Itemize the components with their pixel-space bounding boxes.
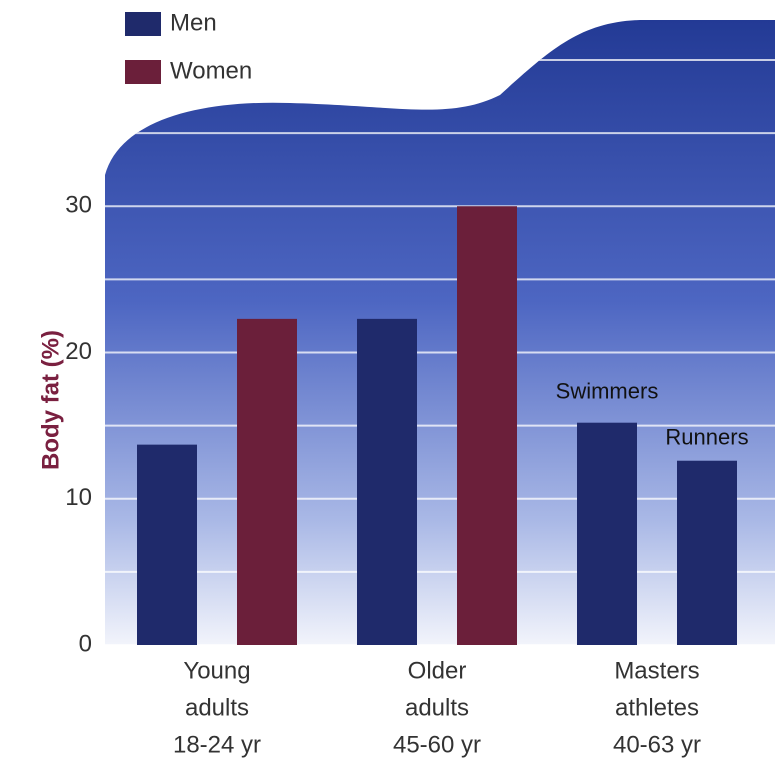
x-tick-label: adults: [185, 694, 249, 721]
bar: [357, 318, 417, 645]
bar: [577, 422, 637, 645]
y-tick-label: 10: [65, 484, 92, 511]
x-tick-label: 45-60 yr: [393, 731, 481, 758]
x-tick-label: Masters: [614, 657, 699, 684]
y-tick-label: 30: [65, 192, 92, 219]
bar: [237, 318, 297, 645]
y-tick-label: 0: [79, 630, 92, 657]
grid: [105, 59, 775, 645]
y-axis-label: Body fat (%): [37, 330, 64, 470]
bar: [137, 444, 197, 645]
legend-label: Women: [170, 57, 252, 84]
bar: [457, 206, 517, 645]
legend-label: Men: [170, 9, 217, 36]
plot-background: [105, 20, 775, 645]
x-tick-label: 18-24 yr: [173, 731, 261, 758]
x-tick-label: athletes: [615, 694, 699, 721]
x-tick-label: adults: [405, 694, 469, 721]
legend-swatch: [125, 12, 161, 36]
y-tick-label: 20: [65, 338, 92, 365]
legend-swatch: [125, 60, 161, 84]
bar-label: Swimmers: [556, 379, 659, 404]
bar-label: Runners: [665, 425, 748, 450]
x-tick-label: 40-63 yr: [613, 731, 701, 758]
x-tick-label: Older: [408, 657, 467, 684]
bar: [677, 460, 737, 645]
x-tick-label: Young: [183, 657, 250, 684]
